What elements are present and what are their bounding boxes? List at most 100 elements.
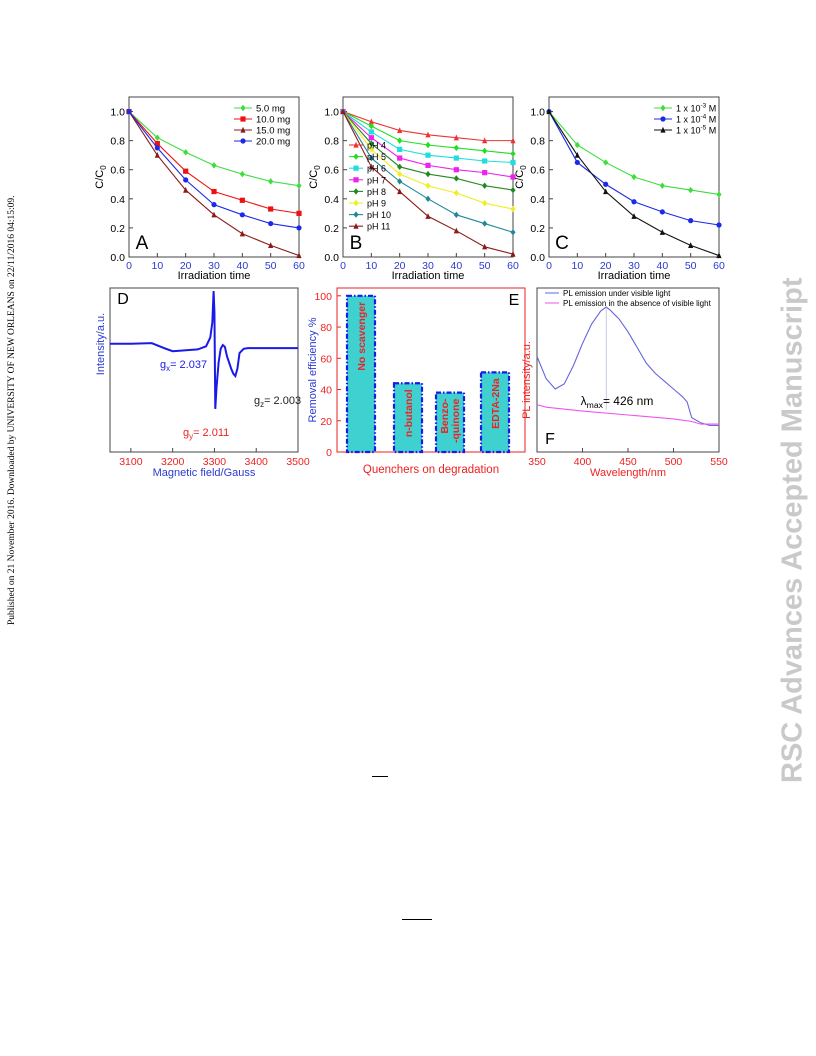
data-point (510, 137, 516, 144)
data-point (425, 170, 431, 178)
data-point (425, 141, 431, 149)
data-point (660, 126, 666, 133)
spectrum-line (110, 291, 298, 409)
y-tick-label: 0.6 (530, 165, 545, 177)
x-tick-label: 500 (665, 456, 683, 468)
data-point (453, 189, 459, 197)
legend-label: pH 10 (367, 210, 391, 220)
data-point (353, 188, 359, 195)
spectrum-line (536, 404, 719, 425)
g-annotation: gx= 2.037 (160, 359, 207, 373)
data-point (296, 252, 302, 259)
x-tick-label: 30 (422, 260, 434, 272)
y-tick-label: 0.0 (110, 252, 125, 264)
g-annotation: gy= 2.011 (183, 427, 229, 441)
data-point (453, 144, 459, 152)
data-point (353, 177, 359, 183)
y-axis-label: C/C0 (308, 165, 322, 189)
panel-C: 0 10 20 30 40 50 60 0.0 0.2 0.4 0.6 0.8 1.0 Irradiati… (514, 96, 725, 282)
data-point (425, 195, 431, 203)
data-point (240, 104, 246, 112)
data-point (239, 212, 245, 218)
x-axis-label: Quenchers on degradation (363, 464, 499, 476)
y-tick-label: 0.8 (110, 136, 125, 148)
data-point (268, 178, 274, 185)
x-tick-label: 3100 (119, 456, 143, 468)
y-tick-label: 0.2 (324, 223, 339, 235)
legend-label: 10.0 mg (256, 115, 290, 126)
data-point (154, 151, 160, 158)
data-point (353, 153, 359, 160)
y-tick-label: 1.0 (324, 107, 339, 119)
data-point (688, 242, 694, 248)
data-point (397, 170, 403, 178)
data-point (368, 163, 374, 170)
data-point (425, 162, 431, 168)
data-point (397, 163, 403, 171)
legend: pH 4pH 5 pH 6pH 7 pH 8 pH 9pH 10 pH 11 (349, 141, 391, 232)
x-tick-label: 40 (656, 260, 668, 272)
y-tick-label: 1.0 (110, 107, 125, 119)
data-point (631, 173, 637, 181)
x-tick-label: 50 (685, 260, 697, 272)
data-point (603, 188, 609, 195)
legend-label: pH 4 (367, 141, 386, 151)
panel-D: 3100 3200 3300 3400 3500 Magnetic field/Gauss… (95, 287, 310, 479)
data-point (631, 199, 637, 205)
data-point (183, 177, 189, 183)
y-tick-label: 0.0 (324, 252, 339, 264)
data-point (211, 211, 217, 218)
data-point (453, 211, 459, 219)
bar-label: -quinone (450, 398, 462, 442)
data-point (482, 147, 488, 155)
y-tick-label: 1.0 (530, 107, 545, 119)
x-tick-label: 550 (710, 456, 728, 468)
x-tick-label: 30 (628, 260, 640, 272)
data-point (482, 199, 488, 207)
y-tick-label: 0.6 (324, 165, 339, 177)
legend-label: pH 5 (367, 152, 386, 162)
data-point (368, 122, 374, 130)
data-point (482, 220, 488, 227)
x-axis-label: Irradiation time (598, 270, 671, 282)
data-point (211, 202, 217, 208)
legend: 1 x 10-3 M1 x 10-4 M1 x 10-5 M (654, 103, 716, 136)
x-tick-label: 450 (619, 456, 637, 468)
data-point (183, 186, 189, 193)
data-point (510, 186, 516, 194)
x-tick-label: 20 (394, 260, 406, 272)
data-point (211, 162, 217, 169)
data-point (603, 181, 609, 187)
data-point (660, 104, 666, 112)
data-point (268, 242, 274, 248)
data-point (183, 149, 189, 156)
spectrum-line (536, 306, 719, 426)
data-point (397, 178, 403, 185)
panel-label: F (545, 431, 555, 448)
x-tick-label: 0 (126, 260, 132, 272)
data-point (425, 131, 431, 138)
data-point (453, 134, 459, 141)
legend-label: pH 11 (367, 222, 390, 232)
x-tick-label: 3500 (286, 456, 310, 468)
data-point (154, 145, 160, 151)
data-point (353, 223, 359, 229)
y-tick-label: 80 (320, 322, 332, 334)
legend-label: PL emission under visible light (563, 289, 671, 298)
data-point (482, 137, 488, 144)
bar (479, 371, 511, 454)
y-axis-label: Intensity/a.u. (95, 313, 107, 375)
plot-frame (109, 287, 299, 453)
legend-label: pH 6 (367, 164, 386, 174)
data-point (510, 205, 516, 213)
data-point (368, 118, 374, 125)
panel-label: D (117, 291, 129, 308)
x-axis-label: Irradiation time (392, 270, 465, 282)
data-point (268, 220, 274, 227)
data-point (425, 182, 431, 189)
legend-label: pH 8 (367, 187, 386, 197)
data-point (510, 174, 516, 180)
y-axis-label: C/C0 (94, 165, 108, 189)
y-tick-label: 0.4 (530, 194, 545, 206)
